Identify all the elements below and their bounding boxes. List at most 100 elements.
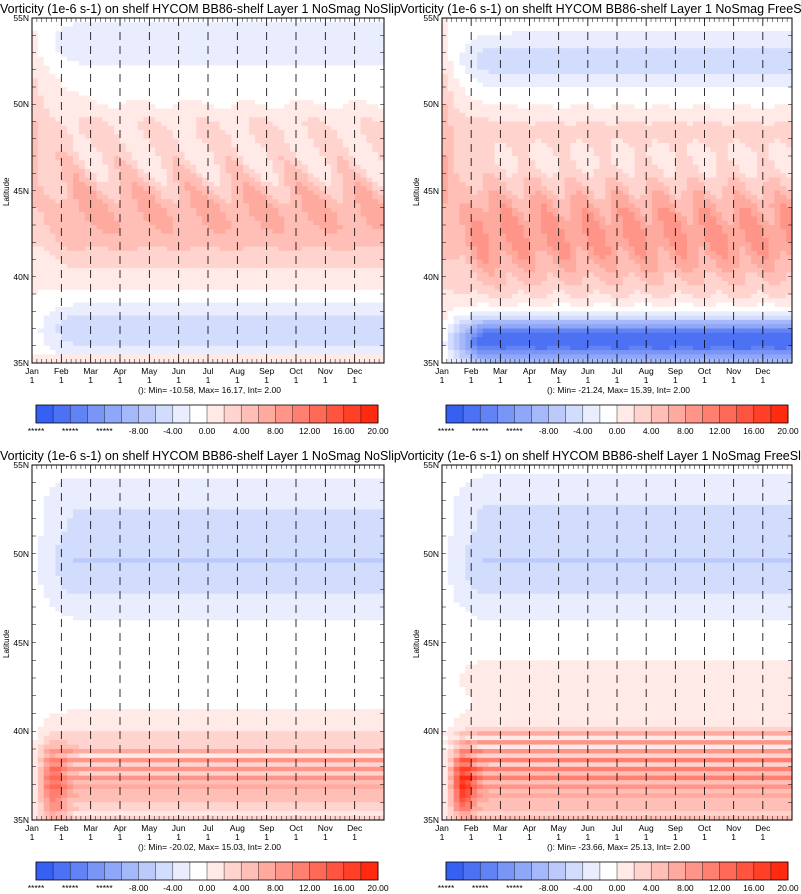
heatmap-cell <box>178 324 186 330</box>
heatmap-cell <box>90 173 98 179</box>
heatmap-cell <box>78 255 86 261</box>
heatmap-cell <box>254 26 262 32</box>
heatmap-cell <box>237 259 244 265</box>
heatmap-cell <box>307 216 315 222</box>
heatmap-cell <box>284 177 291 183</box>
heatmap-cell <box>114 134 121 140</box>
heatmap-cell <box>313 246 321 252</box>
heatmap-cell <box>219 259 227 265</box>
heatmap-cell <box>208 26 215 32</box>
heatmap-cell <box>219 207 227 213</box>
heatmap-cell <box>125 43 133 49</box>
heatmap-cell <box>84 173 92 179</box>
heatmap-cell <box>342 147 350 153</box>
heatmap-cell <box>354 156 362 161</box>
heatmap-cell <box>61 52 68 58</box>
heatmap-cell <box>319 52 326 58</box>
heatmap-cell <box>325 207 332 213</box>
heatmap-cell <box>307 18 315 23</box>
heatmap-cell <box>149 156 156 161</box>
heatmap-cell <box>184 164 191 170</box>
heatmap-cell <box>96 143 103 148</box>
heatmap-cell <box>131 276 139 282</box>
heatmap-cell <box>55 345 62 351</box>
heatmap-cell <box>360 315 367 321</box>
heatmap-cell <box>260 337 268 343</box>
heatmap-cell <box>354 311 362 317</box>
heatmap-cell <box>354 324 362 330</box>
heatmap-cell <box>325 324 332 330</box>
heatmap-cell <box>307 138 315 144</box>
heatmap-cell <box>67 255 74 261</box>
heatmap-cell <box>96 216 103 222</box>
heatmap-cell <box>331 160 338 166</box>
heatmap-cell <box>290 65 297 71</box>
heatmap-cell <box>67 319 74 325</box>
heatmap-cell <box>296 212 303 217</box>
heatmap-cell <box>284 112 291 118</box>
heatmap-cell <box>266 134 274 140</box>
heatmap-cell <box>84 345 92 351</box>
heatmap-cell <box>114 43 121 49</box>
heatmap-cell <box>342 108 350 114</box>
heatmap-cell <box>73 328 80 334</box>
heatmap-cell <box>131 65 139 71</box>
heatmap-cell <box>120 229 127 235</box>
heatmap-cell <box>32 350 39 355</box>
heatmap-cell <box>219 319 227 325</box>
heatmap-cell <box>172 259 180 265</box>
heatmap-cell <box>296 315 303 321</box>
heatmap-cell <box>213 156 221 161</box>
heatmap-cell <box>301 285 309 291</box>
heatmap-cell <box>61 78 68 84</box>
heatmap-cell <box>67 151 74 157</box>
heatmap-cell <box>331 48 338 54</box>
heatmap-cell <box>67 358 74 364</box>
heatmap-cell <box>348 350 356 355</box>
heatmap-cell <box>272 164 279 170</box>
heatmap-cell <box>366 134 373 140</box>
heatmap-cell <box>96 242 103 248</box>
heatmap-cell <box>43 229 51 235</box>
heatmap-cell <box>202 35 209 41</box>
heatmap-cell <box>161 104 168 110</box>
heatmap-cell <box>125 181 133 187</box>
heatmap-cell <box>96 112 103 118</box>
heatmap-cell <box>378 250 385 256</box>
heatmap-cell <box>55 69 62 75</box>
heatmap-cell <box>202 328 209 334</box>
heatmap-cell <box>190 82 197 88</box>
heatmap-cell <box>325 177 332 183</box>
heatmap-cell <box>108 99 115 105</box>
heatmap-cell <box>61 168 68 174</box>
heatmap-cell <box>237 216 244 222</box>
heatmap-cell <box>231 112 238 118</box>
heatmap-cell <box>196 181 203 187</box>
heatmap-cell <box>178 168 186 174</box>
heatmap-cell <box>354 95 362 101</box>
heatmap-cell <box>337 237 344 243</box>
heatmap-cell <box>284 255 291 261</box>
heatmap-cell <box>114 177 121 183</box>
heatmap-cell <box>325 117 332 123</box>
heatmap-cell <box>313 151 321 157</box>
heatmap-cell <box>73 87 80 92</box>
heatmap-cell <box>266 95 274 101</box>
heatmap-cell <box>366 315 373 321</box>
heatmap-cell <box>378 78 385 84</box>
heatmap-cell <box>219 263 227 269</box>
heatmap-cell <box>266 302 274 308</box>
heatmap-cell <box>243 82 250 88</box>
heatmap-cell <box>32 48 39 54</box>
heatmap-cell <box>307 99 315 105</box>
heatmap-cell <box>67 194 74 200</box>
heatmap-cell <box>219 255 227 261</box>
heatmap-cell <box>260 324 268 330</box>
heatmap-cell <box>231 237 238 243</box>
heatmap-cell <box>378 190 385 196</box>
heatmap-cell <box>307 220 315 226</box>
heatmap-cell <box>366 341 373 347</box>
heatmap-cell <box>184 121 191 127</box>
heatmap-cell <box>337 168 344 174</box>
heatmap-cell <box>260 30 268 36</box>
